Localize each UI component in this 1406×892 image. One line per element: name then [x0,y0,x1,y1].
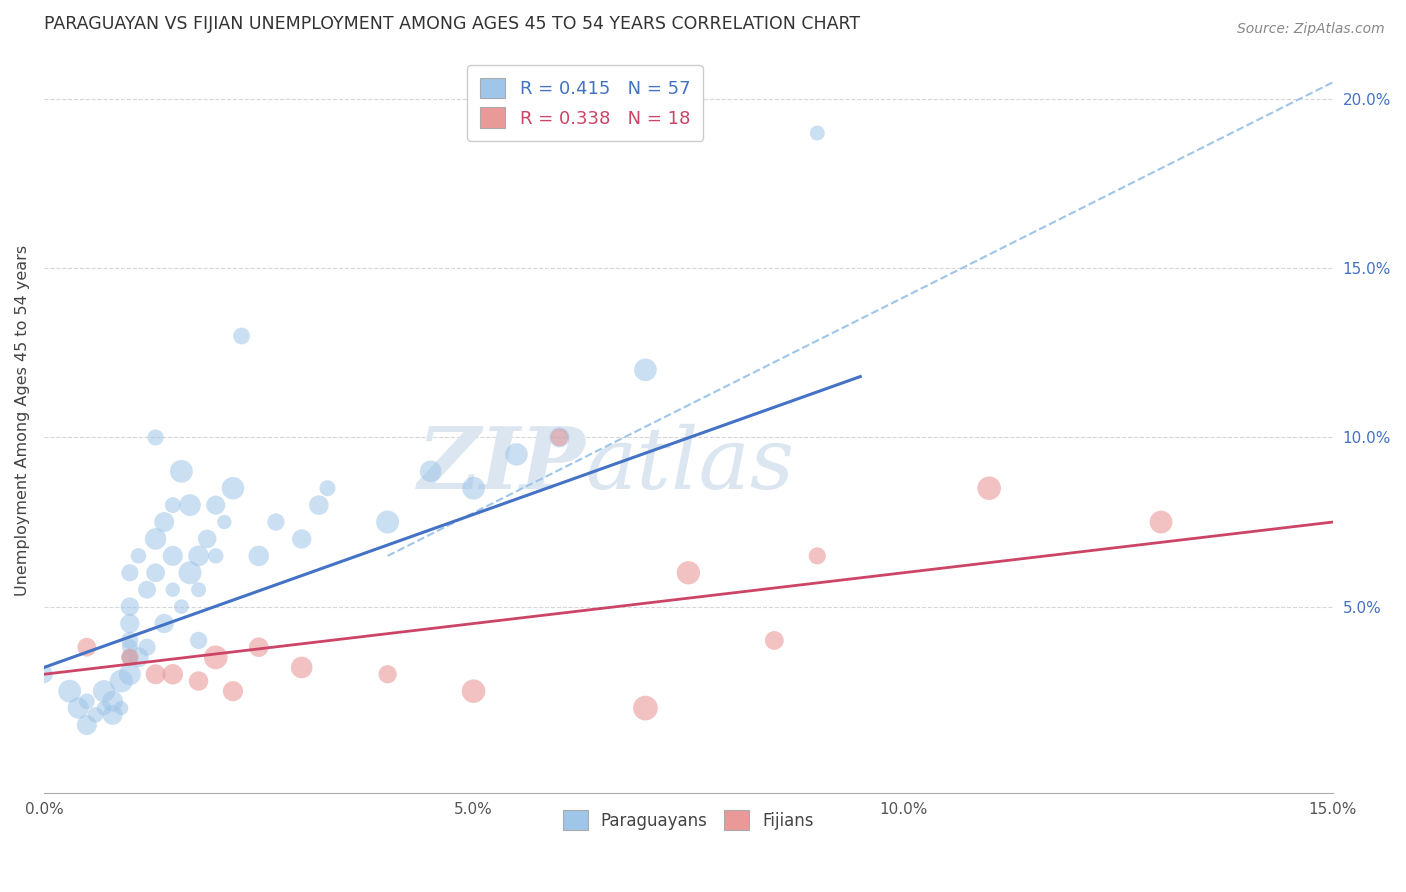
Point [204,650,226,665]
Point [231,329,253,343]
Point [316,481,339,495]
Point [153,515,176,529]
Point [204,498,226,512]
Point [118,633,141,648]
Point [76,718,98,732]
Point [806,126,828,140]
Point [187,633,209,648]
Point [118,616,141,631]
Point [463,481,485,495]
Point [127,549,149,563]
Point [264,515,287,529]
Point [118,667,141,681]
Point [291,532,314,546]
Point [247,640,270,655]
Point [145,566,167,580]
Point [84,707,107,722]
Point [678,566,700,580]
Point [179,566,201,580]
Point [195,532,218,546]
Point [162,549,184,563]
Point [76,694,98,708]
Text: PARAGUAYAN VS FIJIAN UNEMPLOYMENT AMONG AGES 45 TO 54 YEARS CORRELATION CHART: PARAGUAYAN VS FIJIAN UNEMPLOYMENT AMONG … [44,15,860,33]
Point [377,667,399,681]
Point [136,640,159,655]
Y-axis label: Unemployment Among Ages 45 to 54 years: Unemployment Among Ages 45 to 54 years [15,245,30,596]
Point [93,684,115,698]
Point [145,430,167,444]
Point [634,701,657,715]
Point [419,464,441,478]
Point [548,430,571,444]
Point [806,549,828,563]
Point [170,599,193,614]
Point [59,684,82,698]
Point [118,566,141,580]
Point [1150,515,1173,529]
Point [110,701,132,715]
Point [145,667,167,681]
Point [291,660,314,674]
Point [763,633,786,648]
Point [67,701,90,715]
Point [222,684,245,698]
Point [463,684,485,698]
Point [162,667,184,681]
Point [548,430,571,444]
Point [101,707,124,722]
Point [308,498,330,512]
Point [93,701,115,715]
Point [118,650,141,665]
Point [170,464,193,478]
Text: Source: ZipAtlas.com: Source: ZipAtlas.com [1237,22,1385,37]
Legend: Paraguayans, Fijians: Paraguayans, Fijians [555,804,821,837]
Point [634,363,657,377]
Point [979,481,1001,495]
Point [76,640,98,655]
Point [118,650,141,665]
Point [162,582,184,597]
Point [214,515,236,529]
Point [153,616,176,631]
Point [118,650,141,665]
Point [118,640,141,655]
Point [145,532,167,546]
Point [187,582,209,597]
Point [247,549,270,563]
Point [187,549,209,563]
Point [377,515,399,529]
Point [127,650,149,665]
Point [162,498,184,512]
Point [187,673,209,688]
Point [32,667,55,681]
Text: ZIP: ZIP [418,424,585,507]
Point [110,673,132,688]
Point [101,694,124,708]
Point [204,549,226,563]
Point [118,599,141,614]
Point [505,447,527,461]
Text: atlas: atlas [585,424,794,507]
Point [136,582,159,597]
Point [179,498,201,512]
Point [222,481,245,495]
